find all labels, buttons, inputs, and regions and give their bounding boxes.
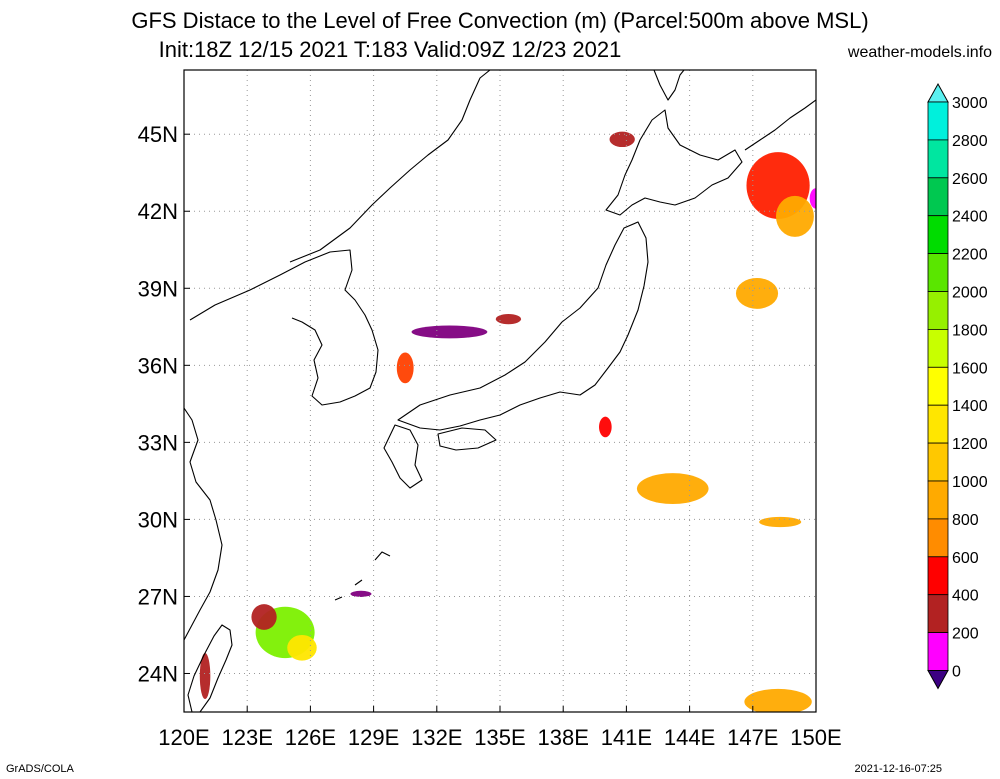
- lat-tick-label: 39N: [138, 276, 178, 301]
- field-pacific-e: [735, 278, 779, 309]
- plot-frame: [183, 69, 817, 713]
- colorbar-label: 3000: [952, 95, 988, 112]
- colorbar-swatch: [927, 366, 949, 406]
- colorbar-swatch: [927, 404, 949, 444]
- lat-tick-label: 30N: [138, 507, 178, 532]
- colorbar-swatch: [927, 139, 949, 179]
- coastline-kuril: [744, 99, 816, 151]
- lon-tick-label: 138E: [538, 725, 589, 750]
- colorbar: 0 200 400 600 800 1000 1200 1400 1600 1800 2000 220…: [927, 82, 988, 690]
- field-taiwan-east-yellow: [287, 634, 317, 661]
- colorbar-swatch: [927, 177, 949, 217]
- colorbar-label: 200: [952, 626, 979, 643]
- lat-tick-label: 45N: [138, 122, 178, 147]
- field-taiwan-coast: [199, 652, 211, 700]
- lon-tick-label: 123E: [222, 725, 273, 750]
- colorbar-swatch: [927, 556, 949, 596]
- coastline-honshu: [397, 221, 649, 431]
- footer-timestamp: 2021-12-16-07:25: [854, 763, 942, 775]
- colorbar-label: 2400: [952, 209, 988, 226]
- colorbar-swatch: [927, 328, 949, 368]
- coastline-ryukyu: [334, 551, 391, 601]
- field-japan-sea-west: [396, 352, 414, 384]
- field-pacific-south: [744, 688, 812, 712]
- grid-lines: [183, 70, 817, 712]
- colorbar-label: 2200: [952, 247, 988, 264]
- field-japan-sea-band: [411, 325, 488, 339]
- colorbar-swatch: [927, 480, 949, 520]
- lat-tick-label: 36N: [138, 353, 178, 378]
- lon-tick-label: 144E: [664, 725, 715, 750]
- lon-tick-label: 135E: [474, 725, 525, 750]
- coastline-sakhalin: [653, 70, 685, 101]
- colorbar-label: 800: [952, 512, 979, 529]
- field-hokkaido-north: [609, 131, 635, 148]
- colorbar-top-arrow: [927, 82, 949, 103]
- lat-tick-label: 42N: [138, 199, 178, 224]
- colorbar-label: 2600: [952, 171, 988, 188]
- colorbar-label: 2000: [952, 285, 988, 302]
- coastline-layer: [184, 70, 816, 712]
- lat-tick-label: 24N: [138, 661, 178, 686]
- coastline-taiwan: [187, 624, 233, 712]
- colorbar-label: 1800: [952, 322, 988, 339]
- lon-tick-label: 141E: [601, 725, 652, 750]
- colorbar-swatch: [927, 442, 949, 482]
- coastline-kyushu: [383, 424, 423, 489]
- footer-credit: GrADS/COLA: [6, 763, 74, 775]
- lon-tick-label: 150E: [790, 725, 841, 750]
- lat-tick-label: 33N: [138, 430, 178, 455]
- colorbar-swatch: [927, 253, 949, 292]
- field-kuril-pink: [809, 188, 816, 209]
- lon-tick-label: 126E: [285, 725, 336, 750]
- colorbar-label: 400: [952, 588, 979, 605]
- field-taiwan-east-edge: [251, 604, 277, 630]
- colorbar-swatch: [927, 215, 949, 254]
- colorbar-label: 1200: [952, 436, 988, 453]
- field-pacific-sw: [636, 473, 709, 504]
- colorbar-label: 600: [952, 550, 979, 567]
- lon-tick-label: 147E: [727, 725, 778, 750]
- lon-tick-label: 120E: [158, 725, 209, 750]
- axis-tick-labels: 120E 123E 126E 129E 132E 135E 138E 141E 144E 147E…: [138, 122, 842, 750]
- lfc-field-layer: [199, 131, 816, 712]
- field-okinawa-n: [350, 590, 372, 597]
- coastline-korea: [189, 249, 379, 406]
- lat-tick-label: 27N: [138, 584, 178, 609]
- colorbar-swatch: [927, 291, 949, 330]
- colorbar-swatch: [927, 518, 949, 558]
- map-title: GFS Distace to the Level of Free Convect…: [131, 8, 869, 33]
- coastline-russia: [289, 70, 491, 263]
- site-credit: weather-models.info: [847, 44, 992, 61]
- coastline-hokkaido: [605, 109, 743, 216]
- lon-tick-label: 129E: [348, 725, 399, 750]
- colorbar-label: 1000: [952, 474, 988, 491]
- field-pacific-coast: [599, 416, 612, 438]
- lon-tick-label: 132E: [411, 725, 462, 750]
- field-japan-sea-band-b: [495, 313, 522, 325]
- map-subtitle: Init:18Z 12/15 2021 T:183 Valid:09Z 12/2…: [158, 37, 622, 62]
- colorbar-swatch: [927, 632, 949, 671]
- colorbar-swatch: [927, 594, 949, 634]
- colorbar-label: 1600: [952, 360, 988, 377]
- colorbar-label: 2800: [952, 133, 988, 150]
- colorbar-swatch: [927, 101, 949, 141]
- coastline-china: [184, 407, 223, 641]
- colorbar-bottom-arrow: [927, 670, 949, 690]
- coastline-shikoku: [437, 427, 497, 451]
- field-hokkaido-east-o: [775, 195, 814, 237]
- colorbar-label: 0: [952, 664, 961, 681]
- colorbar-label: 1400: [952, 398, 988, 415]
- field-pacific-se: [759, 516, 802, 528]
